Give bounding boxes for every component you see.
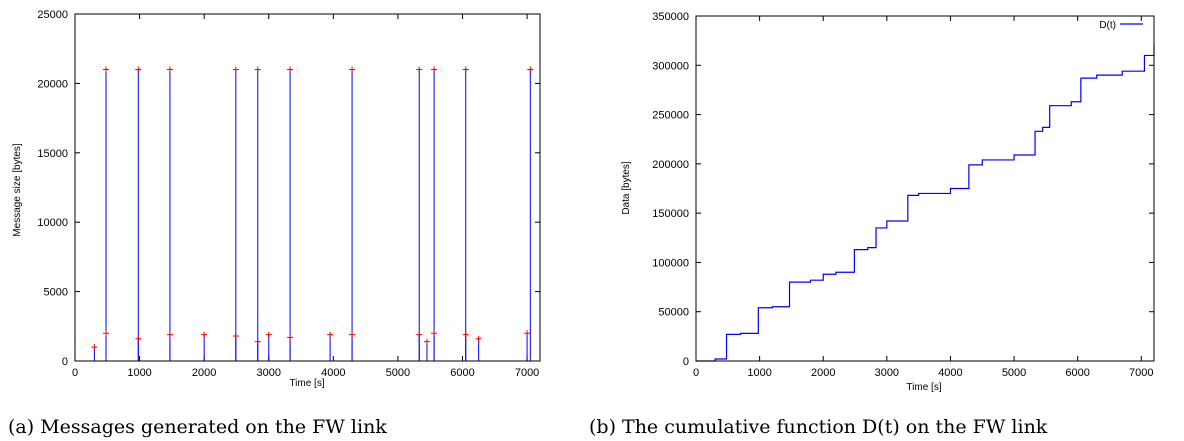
chart-b-ylabel: Data [bytes] <box>621 161 632 215</box>
chart-b-xtick-label: 1000 <box>747 367 771 379</box>
chart-a-points <box>91 66 534 351</box>
chart-a-xtick-label: 4000 <box>321 367 345 379</box>
chart-a-point-large <box>349 66 356 73</box>
chart-a-point-medium <box>462 331 469 338</box>
chart-a-point-large <box>166 66 173 73</box>
chart-a-xtick-label: 3000 <box>257 367 281 379</box>
chart-a-point-large <box>416 66 423 73</box>
chart-a-xtick-label: 2000 <box>192 367 216 379</box>
chart-a-point-large <box>135 66 142 73</box>
chart-b-xtick-label: 0 <box>693 367 699 379</box>
chart-b-series <box>696 44 1155 362</box>
chart-a-point-medium <box>166 331 173 338</box>
chart-a-point-medium <box>524 330 531 337</box>
chart-a-point-medium <box>265 331 272 338</box>
chart-a-point-medium <box>431 330 438 337</box>
chart-b-xtick-label: 2000 <box>811 367 835 379</box>
chart-a-ytick-label: 10000 <box>37 217 68 229</box>
chart-a-ylabel: Message size [bytes] <box>12 143 23 237</box>
chart-a-point-large <box>462 66 469 73</box>
chart-a-point-medium <box>423 338 430 345</box>
chart-a-ytick-label: 5000 <box>44 287 68 299</box>
chart-a-caption: (a) Messages generated on the FW link <box>8 416 387 438</box>
chart-a-ticks: 0 1000 2000 3000 4000 5000 6000 7000 0 5000 10000 1… <box>37 9 540 379</box>
chart-b-xtick-label: 5000 <box>1002 367 1026 379</box>
chart-b-ytick-label: 100000 <box>652 257 689 269</box>
chart-a-point-medium <box>135 335 142 342</box>
chart-b-ytick-label: 150000 <box>652 208 689 220</box>
chart-a-point-medium <box>349 331 356 338</box>
chart-b-ytick-label: 250000 <box>652 110 689 122</box>
chart-b-xtick-label: 7000 <box>1129 367 1153 379</box>
chart-a-point-medium <box>201 331 208 338</box>
chart-b-ytick-label: 300000 <box>652 60 689 72</box>
chart-a-ytick-label: 15000 <box>37 148 68 160</box>
chart-a-xtick-label: 7000 <box>515 367 539 379</box>
chart-b-series-line <box>696 44 1155 362</box>
chart-b-xtick-label: 4000 <box>938 367 962 379</box>
chart-a-ytick-label: 20000 <box>37 78 68 90</box>
chart-a-ytick-label: 25000 <box>37 9 68 21</box>
chart-b-ticks: 0 1000 2000 3000 4000 5000 6000 7000 0 50000 10000… <box>652 11 1154 379</box>
chart-a-xtick-label: 5000 <box>386 367 410 379</box>
chart-a-point-medium <box>475 335 482 342</box>
chart-b: Data [bytes] Time [s] 0 1000 2000 3000 4000 5… <box>589 11 1155 438</box>
chart-a-point-medium <box>232 333 239 340</box>
chart-b-ytick-label: 0 <box>683 356 689 368</box>
chart-b-ytick-label: 50000 <box>658 307 689 319</box>
chart-a-point-large <box>254 66 261 73</box>
chart-a-point-medium <box>287 334 294 341</box>
chart-b-legend: D(t) <box>1099 20 1143 31</box>
chart-a-point-large <box>103 66 109 73</box>
chart-a-impulses <box>93 69 531 361</box>
chart-a-xtick-label: 6000 <box>450 367 474 379</box>
chart-a-point-large <box>232 66 239 73</box>
chart-a-point-large <box>527 66 534 73</box>
chart-a-point-medium <box>254 338 261 345</box>
chart-b-legend-label: D(t) <box>1099 20 1116 31</box>
chart-a-point-large <box>287 66 294 73</box>
chart-b-ytick-label: 200000 <box>652 159 689 171</box>
chart-a-point-medium <box>327 331 334 338</box>
chart-b-xlabel: Time [s] <box>906 382 941 393</box>
chart-b-ytick-label: 350000 <box>652 11 689 23</box>
chart-a-xtick-label: 1000 <box>127 367 151 379</box>
chart-a-point-large <box>431 66 438 73</box>
chart-a-point-medium <box>91 344 98 351</box>
chart-b-xtick-label: 3000 <box>875 367 899 379</box>
chart-b-plot-frame <box>695 15 1155 362</box>
chart-b-caption: (b) The cumulative function D(t) on the … <box>589 416 1048 438</box>
chart-a-xtick-label: 0 <box>72 367 78 379</box>
chart-a-ytick-label: 0 <box>62 356 68 368</box>
chart-a-xlabel: Time [s] <box>289 378 324 389</box>
chart-b-xtick-label: 6000 <box>1065 367 1089 379</box>
chart-a-plot-frame <box>74 13 541 362</box>
chart-a-point-medium <box>103 330 109 337</box>
chart-a: Message size [bytes] Time [s] 0 1000 2000 3… <box>8 9 541 438</box>
chart-a-point-medium <box>416 331 423 338</box>
